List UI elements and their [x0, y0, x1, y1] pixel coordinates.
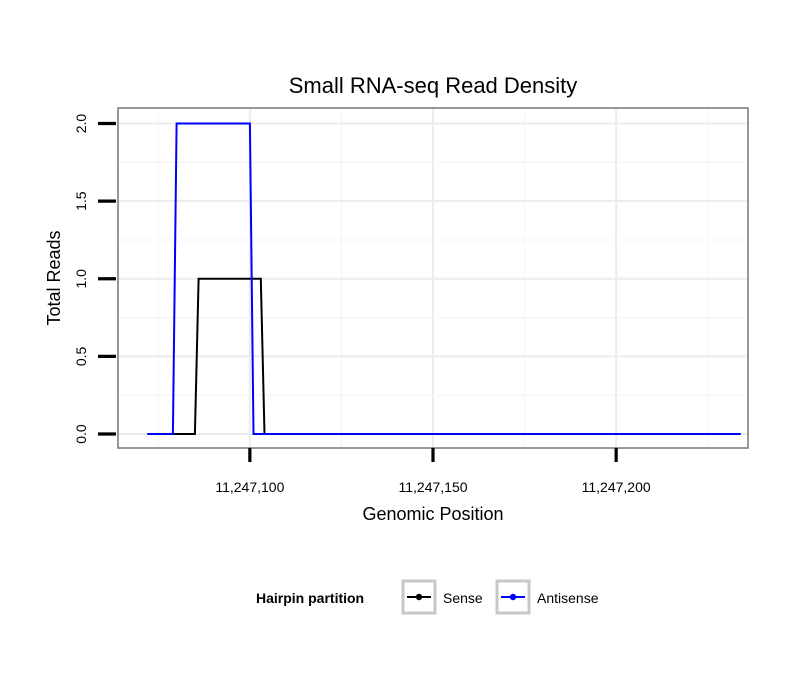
legend-label-antisense: Antisense	[537, 590, 599, 606]
x-tick-label: 11,247,150	[398, 479, 467, 495]
legend-title: Hairpin partition	[256, 590, 364, 606]
series-lines	[147, 122, 741, 435]
series-line-antisense	[147, 122, 741, 435]
legend-point-sense	[415, 593, 423, 601]
x-axis-title: Genomic Position	[362, 504, 503, 524]
legend-items: Sense Antisense	[401, 579, 599, 615]
x-tick-label: 11,247,100	[215, 479, 284, 495]
x-tick-label: 11,247,200	[582, 479, 651, 495]
chart-title: Small RNA-seq Read Density	[289, 73, 578, 98]
y-tick-label: 2.0	[73, 114, 89, 134]
y-tick-label: 1.0	[73, 269, 89, 289]
y-tick-label: 0.5	[73, 346, 89, 366]
grid-lines	[118, 108, 748, 448]
y-tick-label: 0.0	[73, 424, 89, 444]
legend-label-sense: Sense	[443, 590, 483, 606]
y-axis-title: Total Reads	[44, 230, 64, 325]
legend: Hairpin partition Sense Antisense	[256, 579, 599, 615]
axes: 11,247,100 11,247,150 11,247,200 0.0 0.5 1.0 1…	[73, 114, 651, 495]
legend-point-antisense	[509, 593, 517, 601]
y-tick-label: 1.5	[73, 191, 89, 211]
